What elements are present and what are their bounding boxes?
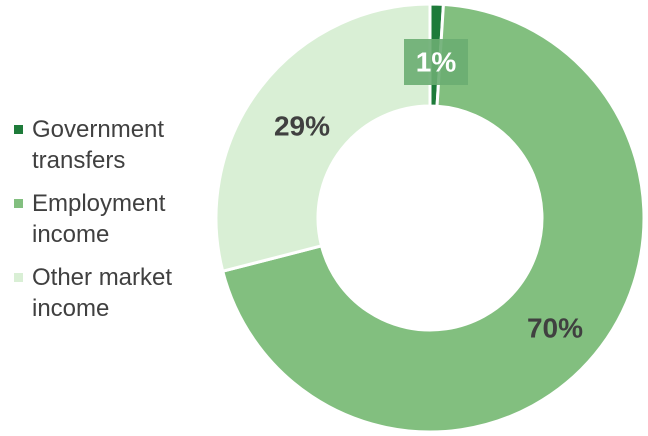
legend-item-government-transfers: Government transfers — [14, 114, 214, 176]
legend-label-other-market-income: Other market income — [32, 264, 173, 322]
data-label-government-transfers: 1% — [416, 47, 457, 78]
legend-swatch-employment-income — [14, 199, 23, 208]
data-label-other-market-income: 29% — [274, 111, 330, 142]
legend-swatch-other-market-income — [14, 273, 23, 282]
legend-item-employment-income: Employment income — [14, 188, 214, 250]
slice-employment-income — [220, 2, 646, 434]
slice-other-market-income — [214, 2, 432, 274]
legend-label-government-transfers: Government transfers — [32, 116, 165, 174]
data-label-employment-income: 70% — [527, 313, 583, 344]
legend-swatch-government-transfers — [14, 125, 23, 134]
data-label-bg-government-transfers — [404, 39, 468, 85]
chart-legend: Government transfers Employment income O… — [14, 114, 214, 336]
legend-label-employment-income: Employment income — [32, 190, 166, 248]
legend-item-other-market-income: Other market income — [14, 262, 214, 324]
